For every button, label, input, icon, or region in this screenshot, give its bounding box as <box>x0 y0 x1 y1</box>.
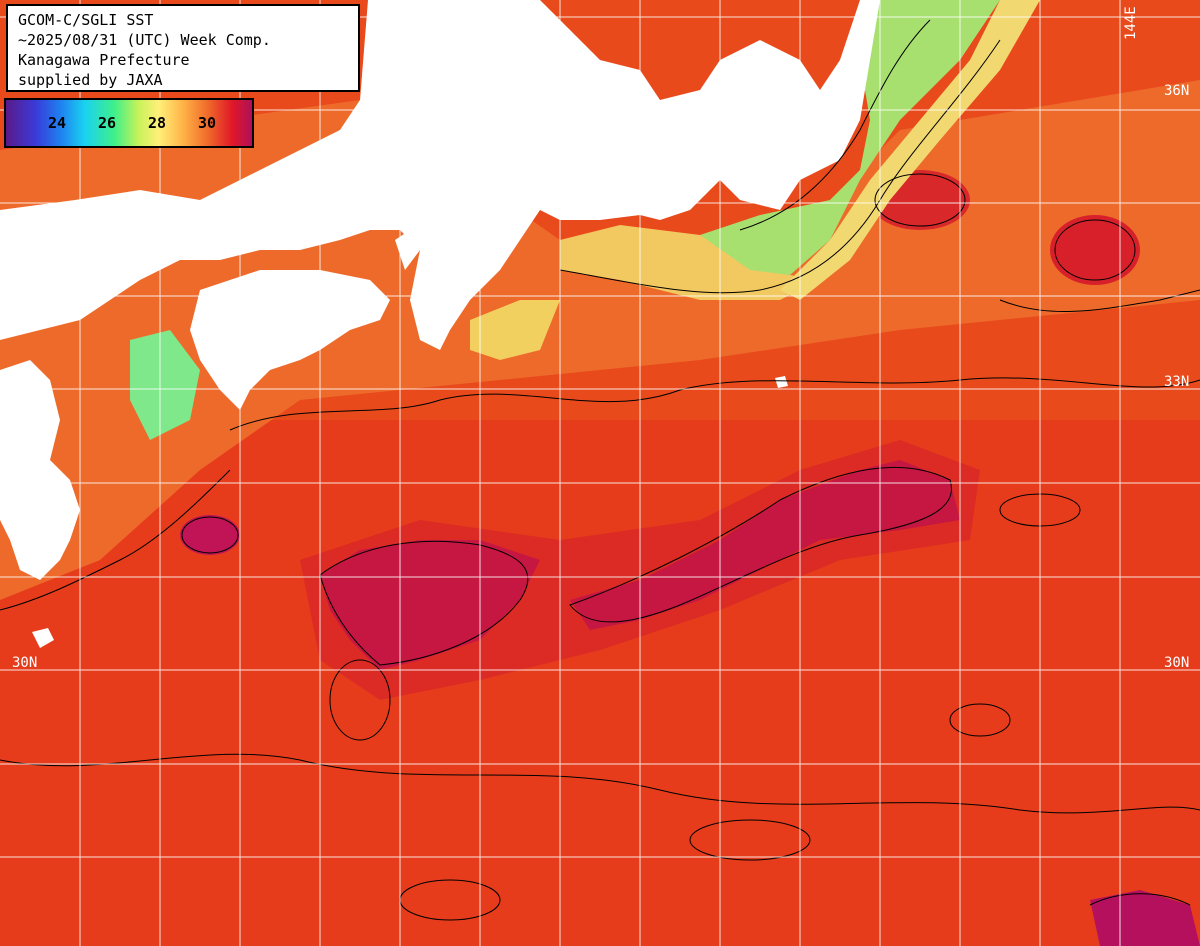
coastal-green-kanto <box>700 0 1000 275</box>
land-izu <box>780 130 810 170</box>
contour-31-se <box>1089 893 1191 906</box>
contour-31-east <box>569 466 952 623</box>
lat-label-33n: 33N <box>1164 374 1189 390</box>
legend-tick-26: 26 <box>98 114 117 132</box>
legend-tick-24: 24 <box>48 114 67 132</box>
land-tanegashima <box>32 628 54 648</box>
warm-spot-sw <box>180 515 240 555</box>
lat-label-36n: 36N <box>1164 83 1189 99</box>
coastal-yellow-shikoku <box>470 300 560 360</box>
contour-30-north <box>229 377 1200 431</box>
land-kyushu <box>0 360 80 580</box>
contour-eddy-2 <box>1054 219 1136 281</box>
contour-eddy-7 <box>689 819 811 861</box>
lat-label-30n-right: 30N <box>1164 655 1189 671</box>
title-line-1: GCOM-C/SGLI SST <box>18 11 154 29</box>
legend-tick-30: 30 <box>198 114 217 132</box>
lon-label-136e: 136E <box>483 6 499 40</box>
ocean-south <box>0 420 1200 946</box>
contour-29-coast <box>559 39 1001 294</box>
legend-tick-28: 28 <box>148 114 167 132</box>
title-line-2: ~2025/08/31 (UTC) Week Comp. <box>18 31 271 49</box>
contour-eddy-3 <box>874 173 966 227</box>
lon-label-144e: 144E <box>1123 6 1139 40</box>
color-scale-legend: 24 26 28 30 <box>4 98 254 148</box>
contour-31-west <box>319 540 529 666</box>
map-title-box: GCOM-C/SGLI SST ~2025/08/31 (UTC) Week C… <box>6 4 360 92</box>
contour-30-west <box>0 469 231 611</box>
contour-28-kanto <box>739 19 931 231</box>
title-line-4: supplied by JAXA <box>18 71 163 89</box>
warm-spot-se <box>1090 890 1200 946</box>
contour-eddy-1 <box>181 516 239 554</box>
contour-eddy-6 <box>949 703 1011 737</box>
title-line-3: Kanagawa Prefecture <box>18 51 190 69</box>
land-small-island <box>775 376 788 388</box>
contour-30-ne <box>999 289 1200 312</box>
land-awaji <box>395 230 420 270</box>
contour-30-south <box>0 753 1200 814</box>
warm-spot-ne <box>1050 215 1140 285</box>
contour-eddy-4 <box>329 659 391 741</box>
land-honshu <box>0 0 880 350</box>
lat-label-30n-left: 30N <box>12 655 37 671</box>
coastal-green-bungo <box>130 330 200 440</box>
